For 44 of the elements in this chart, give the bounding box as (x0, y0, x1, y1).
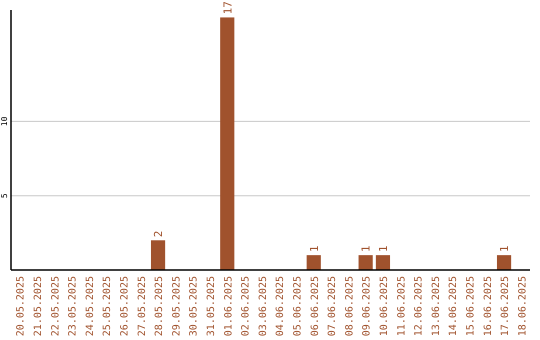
x-tick-label: 31.05.2025 (206, 276, 217, 336)
x-tick-label: 27.05.2025 (136, 276, 148, 336)
y-tick-label: 10 (0, 116, 9, 126)
y-tick-label: 5 (0, 193, 9, 198)
x-tick-label: 05.06.2025 (292, 276, 304, 336)
x-tick-label: 15.06.2025 (465, 276, 476, 336)
data-label: 17 (221, 1, 234, 14)
data-label: 1 (498, 246, 512, 252)
x-tick-label: 09.06.2025 (362, 276, 373, 336)
bar (306, 255, 321, 270)
x-tick-label: 08.06.2025 (344, 276, 356, 336)
x-tick-label: 17.06.2025 (500, 276, 512, 336)
x-tick-label: 14.06.2025 (448, 276, 460, 336)
data-label: 1 (376, 246, 390, 252)
x-tick-label: 28.05.2025 (154, 276, 166, 336)
x-tick-label: 18.06.2025 (517, 276, 528, 336)
x-tick-label: 29.05.2025 (171, 276, 182, 336)
bar (496, 255, 512, 270)
x-tick-label: 16.06.2025 (482, 276, 494, 336)
x-tick-label: 07.06.2025 (327, 276, 338, 336)
x-tick-label: 25.05.2025 (102, 276, 114, 336)
x-tick-label: 02.06.2025 (240, 276, 252, 336)
x-tick-label: 13.06.2025 (430, 276, 442, 336)
x-tick-label: 22.05.2025 (50, 276, 62, 336)
bar (376, 255, 390, 270)
x-tick-label: 30.05.2025 (188, 276, 200, 336)
x-tick-label: 21.05.2025 (32, 276, 44, 336)
bar (358, 255, 373, 270)
x-tick-label: 01.06.2025 (223, 276, 234, 336)
x-tick-label: 20.05.2025 (16, 276, 27, 336)
bar (220, 17, 234, 270)
data-label: 2 (152, 230, 166, 238)
data-label: 1 (360, 246, 373, 252)
x-tick-label: 04.06.2025 (275, 276, 286, 336)
x-tick-label: 12.06.2025 (414, 276, 425, 336)
x-tick-label: 26.05.2025 (119, 276, 130, 336)
x-tick-label: 11.06.2025 (396, 276, 408, 336)
x-tick-label: 10.06.2025 (378, 276, 390, 336)
x-tick-label: 23.05.2025 (68, 276, 79, 336)
data-label: 1 (308, 246, 321, 252)
x-tick-label: 03.06.2025 (258, 276, 269, 336)
bar (150, 240, 166, 270)
x-tick-label: 06.06.2025 (310, 276, 321, 336)
x-tick-label: 24.05.2025 (84, 276, 96, 336)
